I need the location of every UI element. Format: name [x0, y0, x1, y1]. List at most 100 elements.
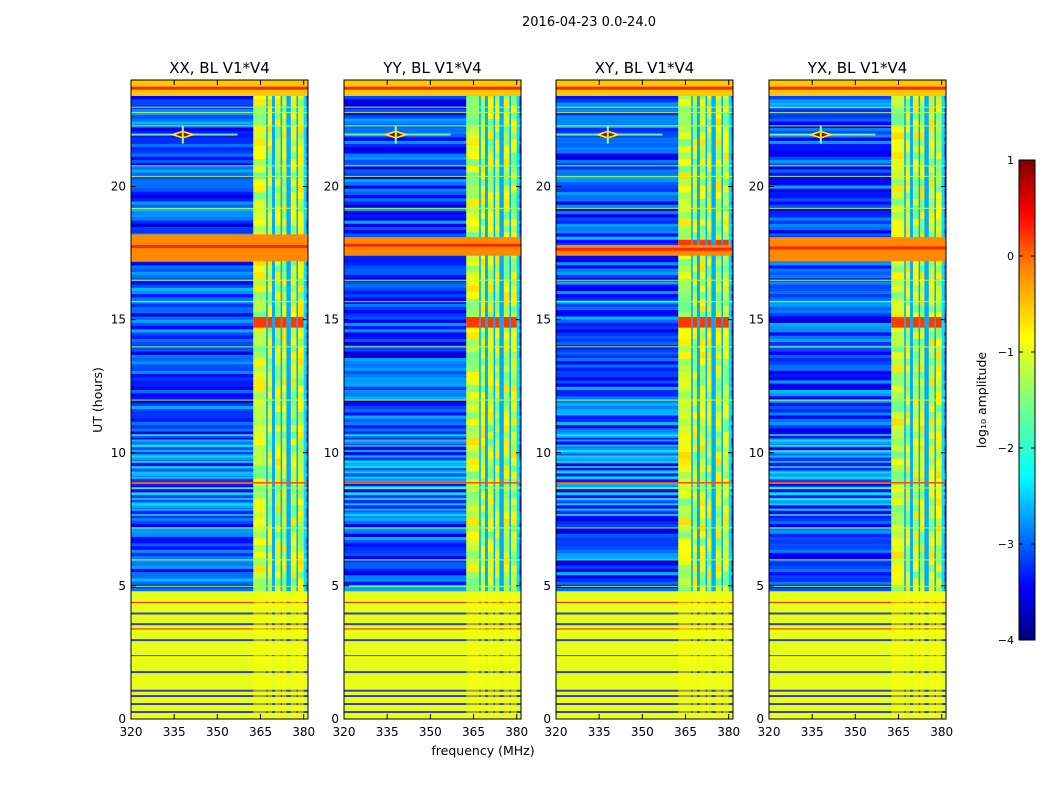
- heatmap-row: [131, 303, 308, 307]
- subband-cell: [274, 571, 281, 579]
- heatmap-row: [131, 495, 308, 499]
- subband-cell: [928, 125, 935, 133]
- subband-cell: [935, 551, 942, 559]
- subband-cell: [905, 231, 911, 239]
- rfi-line: [556, 346, 733, 348]
- subband-cell: [274, 331, 281, 339]
- subband-flagged: [480, 591, 486, 719]
- heatmap-row: [344, 226, 521, 231]
- heatmap-row: [556, 175, 733, 180]
- subband-cell: [678, 278, 692, 286]
- flag-line: [769, 623, 946, 626]
- heatmap-row: [344, 498, 521, 502]
- subband-cell: [928, 278, 935, 286]
- subband-cell: [920, 571, 925, 579]
- subband-cell: [699, 138, 706, 146]
- subband-cell: [912, 98, 919, 106]
- heatmap-row: [769, 226, 946, 231]
- heatmap-row: [344, 290, 521, 295]
- heatmap-row: [131, 562, 308, 566]
- subband-cell: [480, 557, 486, 566]
- subband-cell: [297, 571, 304, 579]
- subband-cell: [928, 198, 935, 206]
- subband-cell: [290, 291, 297, 299]
- subband-cell: [715, 331, 722, 339]
- subband-cell: [699, 145, 706, 153]
- subband-cell: [928, 158, 935, 166]
- heatmap-row: [344, 357, 521, 362]
- subband-cell: [707, 418, 712, 426]
- x-tick-label: 320: [545, 725, 568, 739]
- subband-cell: [487, 165, 494, 173]
- subband-gap: [266, 95, 268, 592]
- subband-cell: [928, 131, 935, 140]
- heatmap-row: [344, 159, 521, 164]
- subband-gap: [924, 95, 929, 592]
- subband-cell: [935, 218, 942, 226]
- heatmap-row: [556, 169, 733, 173]
- rfi-line: [556, 111, 733, 114]
- subband-cell: [920, 98, 925, 106]
- subband-cell: [935, 431, 942, 439]
- heatmap-row: [769, 341, 946, 346]
- subband-cell: [487, 271, 494, 279]
- subband-cell: [722, 344, 729, 353]
- subband-cell: [503, 398, 510, 406]
- subband-cell: [466, 331, 480, 339]
- subband-cell: [715, 517, 722, 526]
- heatmap-row: [131, 460, 254, 463]
- subband-cell: [480, 584, 486, 592]
- subband-cell: [480, 178, 486, 186]
- rfi-line: [131, 125, 308, 127]
- subband-cell: [920, 231, 925, 239]
- subband-cell: [699, 384, 706, 393]
- heatmap-row: [556, 380, 733, 384]
- subband-cell: [678, 384, 692, 393]
- heatmap-row: [131, 466, 254, 469]
- subband-cell: [495, 537, 500, 546]
- subband-cell: [466, 404, 480, 412]
- subband-cell: [715, 151, 722, 160]
- subband-cell: [891, 504, 905, 512]
- subband-cell: [267, 404, 273, 412]
- heatmap-row: [556, 111, 733, 116]
- subband-cell: [487, 185, 494, 193]
- subband-cell: [928, 404, 935, 412]
- subband-gap: [479, 95, 481, 592]
- subband-cell: [692, 191, 698, 199]
- subband-cell: [891, 364, 905, 373]
- heatmap-row: [131, 399, 308, 403]
- subband-cell: [503, 444, 510, 452]
- heatmap-row: [131, 439, 254, 442]
- subband-cell: [707, 537, 712, 546]
- subband-cell: [678, 271, 692, 279]
- subband-cell: [267, 378, 273, 386]
- subband-cell: [707, 331, 712, 339]
- subband-cell: [480, 125, 486, 133]
- heatmap-row: [131, 268, 308, 272]
- subband-cell: [722, 191, 729, 199]
- subband-cell: [891, 98, 905, 106]
- subband-cell: [290, 584, 297, 592]
- subband-cell: [253, 471, 267, 479]
- heatmap-row: [131, 226, 308, 231]
- subband-cell: [891, 564, 905, 572]
- subband-cell: [253, 544, 267, 552]
- subband-cell: [480, 404, 486, 412]
- subband-cell: [905, 537, 911, 546]
- y-tick-label: 5: [118, 579, 126, 593]
- subband-cell: [912, 351, 919, 359]
- heatmap-row: [556, 524, 733, 528]
- subband-cell: [495, 384, 500, 393]
- subband-cell: [290, 304, 297, 313]
- subband-cell: [503, 424, 510, 432]
- subband-cell: [678, 151, 692, 160]
- y-tick-label: 20: [536, 180, 551, 194]
- rfi-line: [769, 482, 946, 484]
- heatmap-row: [344, 306, 521, 311]
- subband-cell: [678, 458, 692, 466]
- subband-cell: [466, 431, 480, 439]
- heatmap-row: [131, 316, 308, 320]
- heatmap-row: [769, 524, 946, 528]
- heatmap-row: [556, 482, 733, 486]
